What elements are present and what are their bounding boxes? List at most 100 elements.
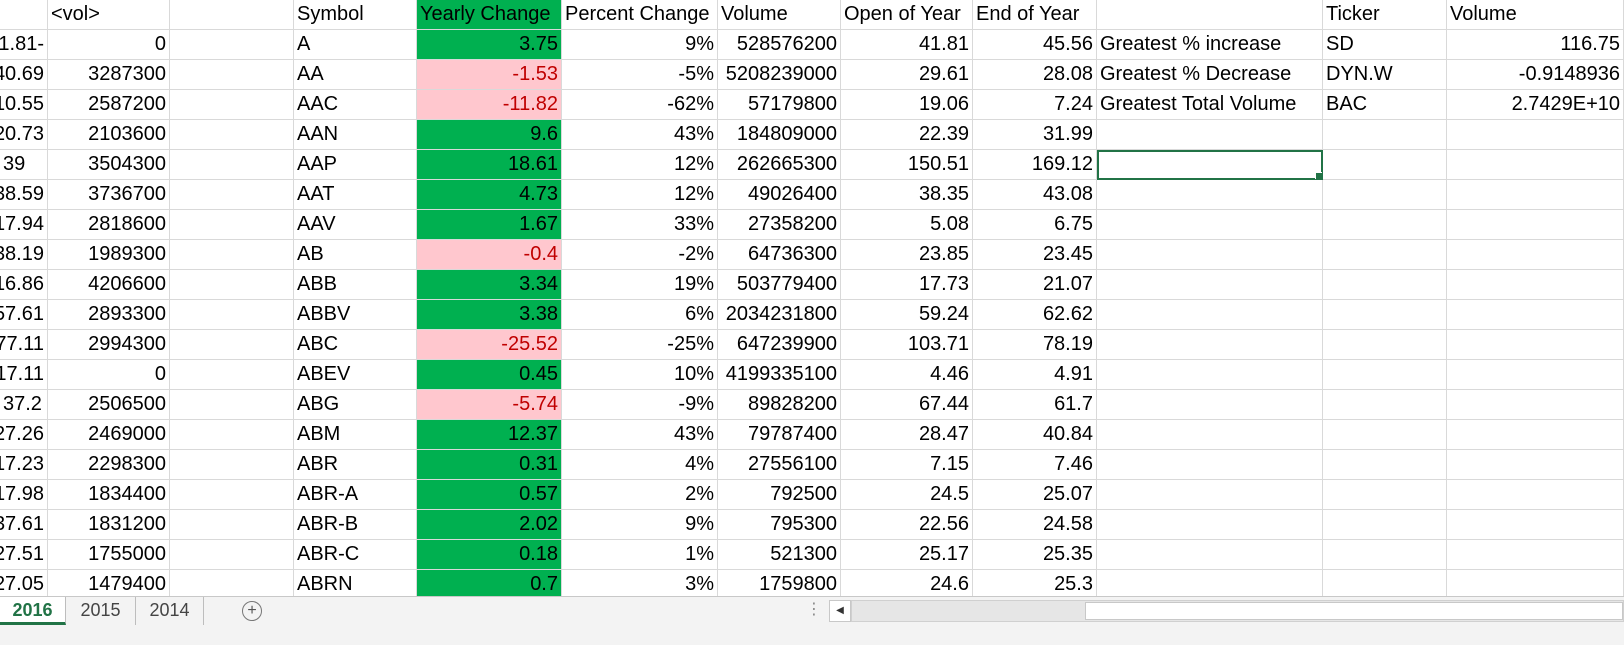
sheet-tab-2014[interactable]: 2014 — [136, 597, 204, 625]
cell-c4[interactable]: 3.75 — [417, 30, 562, 60]
cell-c6[interactable]: 503779400 — [718, 270, 841, 300]
cell-c4[interactable]: 3.34 — [417, 270, 562, 300]
cell-c3[interactable]: ABEV — [294, 360, 417, 390]
cell-c11[interactable]: -0.9148936 — [1447, 60, 1624, 90]
cell-c9[interactable] — [1097, 570, 1323, 596]
cell-c7[interactable]: 59.24 — [841, 300, 973, 330]
cell-c2[interactable] — [170, 120, 294, 150]
cell-c6[interactable]: 4199335100 — [718, 360, 841, 390]
cell-c9[interactable] — [1097, 450, 1323, 480]
cell-c9[interactable]: Greatest Total Volume — [1097, 90, 1323, 120]
cell-c6[interactable]: 79787400 — [718, 420, 841, 450]
cell-c11[interactable]: 2.7429E+10 — [1447, 90, 1624, 120]
cell-c9[interactable] — [1097, 150, 1323, 180]
cell-c5[interactable]: 9% — [562, 510, 718, 540]
cell-c0[interactable]: 38.19 — [0, 240, 48, 270]
cell-c10[interactable] — [1323, 240, 1447, 270]
cell-c8[interactable]: 43.08 — [973, 180, 1097, 210]
cell-c5[interactable]: 9% — [562, 30, 718, 60]
cell-c7[interactable]: 103.71 — [841, 330, 973, 360]
header-cell-c0[interactable] — [0, 0, 48, 30]
cell-c5[interactable]: 19% — [562, 270, 718, 300]
cell-c5[interactable]: -25% — [562, 330, 718, 360]
cell-c10[interactable] — [1323, 180, 1447, 210]
cell-c2[interactable] — [170, 510, 294, 540]
cell-c11[interactable] — [1447, 150, 1624, 180]
cell-c7[interactable]: 24.5 — [841, 480, 973, 510]
cell-c10[interactable] — [1323, 480, 1447, 510]
cell-c10[interactable]: BAC — [1323, 90, 1447, 120]
cell-c4[interactable]: 2.02 — [417, 510, 562, 540]
cell-c10[interactable] — [1323, 210, 1447, 240]
cell-c1[interactable]: 0 — [48, 30, 170, 60]
cell-c7[interactable]: 28.47 — [841, 420, 973, 450]
cell-c6[interactable]: 2034231800 — [718, 300, 841, 330]
cell-c5[interactable]: 12% — [562, 150, 718, 180]
cell-c3[interactable]: ABM — [294, 420, 417, 450]
cell-c7[interactable]: 17.73 — [841, 270, 973, 300]
cell-c8[interactable]: 6.75 — [973, 210, 1097, 240]
cell-c1[interactable]: 0 — [48, 360, 170, 390]
cell-c7[interactable]: 29.61 — [841, 60, 973, 90]
cell-c4[interactable]: -1.53 — [417, 60, 562, 90]
scroll-left-arrow-icon[interactable]: ◀ — [829, 600, 851, 622]
cell-c4[interactable]: 0.57 — [417, 480, 562, 510]
cell-c6[interactable]: 184809000 — [718, 120, 841, 150]
cell-c2[interactable] — [170, 450, 294, 480]
cell-c1[interactable]: 3504300 — [48, 150, 170, 180]
cell-c3[interactable]: AAP — [294, 150, 417, 180]
cell-c4[interactable]: 9.6 — [417, 120, 562, 150]
cell-c6[interactable]: 528576200 — [718, 30, 841, 60]
cell-c7[interactable]: 7.15 — [841, 450, 973, 480]
cell-c4[interactable]: 0.7 — [417, 570, 562, 596]
sheet-tab-2016[interactable]: 2016 — [0, 597, 66, 625]
cell-c4[interactable]: 1.67 — [417, 210, 562, 240]
cell-c2[interactable] — [170, 570, 294, 596]
cell-c3[interactable]: ABR-A — [294, 480, 417, 510]
cell-c3[interactable]: AAN — [294, 120, 417, 150]
cell-c11[interactable] — [1447, 450, 1624, 480]
cell-c0[interactable]: 38.59 — [0, 180, 48, 210]
header-cell-c5[interactable]: Percent Change — [562, 0, 718, 30]
cell-c10[interactable] — [1323, 540, 1447, 570]
cell-c7[interactable]: 23.85 — [841, 240, 973, 270]
cell-c10[interactable] — [1323, 450, 1447, 480]
cell-c2[interactable] — [170, 360, 294, 390]
spreadsheet-grid[interactable]: <vol> Symbol Yearly Change Percent Change Vo… — [0, 0, 1624, 596]
cell-c8[interactable]: 23.45 — [973, 240, 1097, 270]
cell-c4[interactable]: 4.73 — [417, 180, 562, 210]
cell-c1[interactable]: 2587200 — [48, 90, 170, 120]
cell-c5[interactable]: 43% — [562, 420, 718, 450]
cell-c1[interactable]: 1755000 — [48, 540, 170, 570]
cell-c0[interactable]: 40.69 — [0, 60, 48, 90]
cell-c0[interactable]: 17.94 — [0, 210, 48, 240]
cell-c5[interactable]: -62% — [562, 90, 718, 120]
cell-c0[interactable]: 10.55 — [0, 90, 48, 120]
cell-c0[interactable]: 39 — [0, 150, 48, 180]
cell-c3[interactable]: AA — [294, 60, 417, 90]
cell-c5[interactable]: 6% — [562, 300, 718, 330]
cell-c2[interactable] — [170, 300, 294, 330]
cell-c5[interactable]: 2% — [562, 480, 718, 510]
header-cell-c11[interactable]: Volume — [1447, 0, 1624, 30]
cell-c9[interactable] — [1097, 510, 1323, 540]
cell-c10[interactable] — [1323, 270, 1447, 300]
cell-c11[interactable] — [1447, 270, 1624, 300]
header-cell-c1[interactable]: <vol> — [48, 0, 170, 30]
cell-c11[interactable] — [1447, 300, 1624, 330]
cell-c0[interactable]: 27.51 — [0, 540, 48, 570]
cell-c5[interactable]: 4% — [562, 450, 718, 480]
cell-c1[interactable]: 2893300 — [48, 300, 170, 330]
cell-c4[interactable]: 0.18 — [417, 540, 562, 570]
cell-c0[interactable]: 27.05 — [0, 570, 48, 596]
cell-c11[interactable] — [1447, 330, 1624, 360]
cell-c9[interactable] — [1097, 300, 1323, 330]
cell-c2[interactable] — [170, 30, 294, 60]
cell-c8[interactable]: 25.35 — [973, 540, 1097, 570]
cell-c10[interactable] — [1323, 570, 1447, 596]
cell-c0[interactable]: 77.11 — [0, 330, 48, 360]
cell-c8[interactable]: 7.46 — [973, 450, 1097, 480]
cell-c7[interactable]: 19.06 — [841, 90, 973, 120]
cell-c4[interactable]: 3.38 — [417, 300, 562, 330]
cell-c0[interactable]: 27.26 — [0, 420, 48, 450]
